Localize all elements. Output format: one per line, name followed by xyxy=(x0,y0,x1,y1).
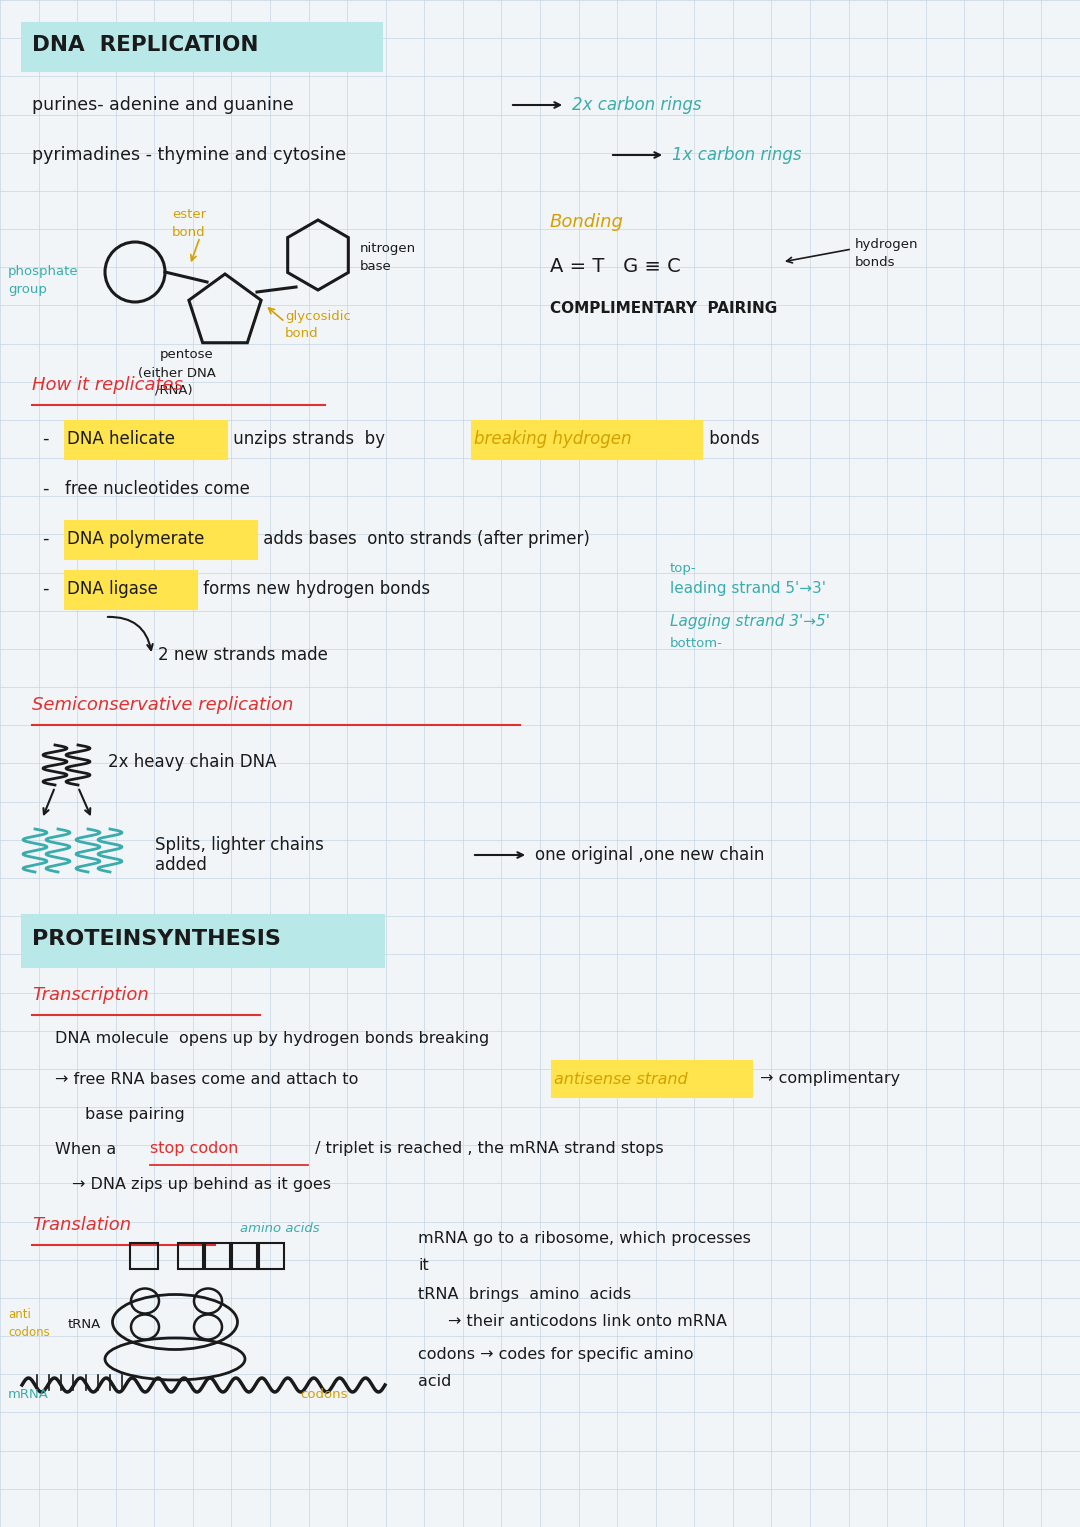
Text: A = T   G ≡ C: A = T G ≡ C xyxy=(550,258,680,276)
Text: DNA polymerate: DNA polymerate xyxy=(67,530,204,548)
Bar xyxy=(178,1243,203,1269)
Bar xyxy=(65,571,197,609)
Text: → their anticodons link onto mRNA: → their anticodons link onto mRNA xyxy=(448,1315,727,1330)
Text: codons: codons xyxy=(8,1325,50,1339)
Text: added: added xyxy=(156,857,207,873)
Text: /RNA): /RNA) xyxy=(156,383,192,397)
Text: one original ,one new chain: one original ,one new chain xyxy=(535,846,765,864)
Text: bottom-: bottom- xyxy=(670,637,723,651)
Text: bonds: bonds xyxy=(704,431,759,447)
Text: bond: bond xyxy=(285,327,319,341)
Text: forms new hydrogen bonds: forms new hydrogen bonds xyxy=(198,580,430,599)
Text: mRNA: mRNA xyxy=(8,1388,49,1402)
Text: -: - xyxy=(42,431,49,447)
Text: phosphate: phosphate xyxy=(8,266,79,278)
Text: base pairing: base pairing xyxy=(85,1107,185,1122)
Text: purines- adenine and guanine: purines- adenine and guanine xyxy=(32,96,294,115)
Bar xyxy=(130,1243,158,1269)
Text: glycosidic: glycosidic xyxy=(285,310,351,324)
Text: → free RNA bases come and attach to: → free RNA bases come and attach to xyxy=(55,1072,364,1087)
Text: 2x carbon rings: 2x carbon rings xyxy=(572,96,702,115)
Text: / triplet is reached , the mRNA strand stops: / triplet is reached , the mRNA strand s… xyxy=(310,1142,663,1156)
Text: nitrogen: nitrogen xyxy=(360,243,416,255)
Text: DNA helicate: DNA helicate xyxy=(67,431,175,447)
Text: -: - xyxy=(42,479,49,498)
Text: 2 new strands made: 2 new strands made xyxy=(158,646,328,664)
Bar xyxy=(232,1243,257,1269)
Text: unzips strands  by: unzips strands by xyxy=(228,431,390,447)
Text: group: group xyxy=(8,284,46,296)
Text: Lagging strand 3'→5': Lagging strand 3'→5' xyxy=(670,614,831,629)
Bar xyxy=(259,1243,284,1269)
Text: Bonding: Bonding xyxy=(550,212,624,231)
Text: DNA ligase: DNA ligase xyxy=(67,580,158,599)
Text: -: - xyxy=(42,530,49,548)
Text: Splits, lighter chains: Splits, lighter chains xyxy=(156,835,324,854)
Text: Semiconservative replication: Semiconservative replication xyxy=(32,696,294,715)
Bar xyxy=(205,1243,230,1269)
Text: PROTEINSYNTHESIS: PROTEINSYNTHESIS xyxy=(32,928,281,948)
Text: pyrimadines - thymine and cytosine: pyrimadines - thymine and cytosine xyxy=(32,147,347,163)
Text: it: it xyxy=(418,1258,429,1272)
Text: codons → codes for specific amino: codons → codes for specific amino xyxy=(418,1347,693,1362)
Text: tRNA: tRNA xyxy=(68,1318,102,1332)
Text: mRNA go to a ribosome, which processes: mRNA go to a ribosome, which processes xyxy=(418,1231,751,1246)
Text: free nucleotides come: free nucleotides come xyxy=(65,479,249,498)
Text: ester: ester xyxy=(172,209,206,221)
Text: stop codon: stop codon xyxy=(150,1142,239,1156)
Text: (either DNA: (either DNA xyxy=(138,366,216,380)
Text: antisense strand: antisense strand xyxy=(554,1072,688,1087)
Text: leading strand 5'→3': leading strand 5'→3' xyxy=(670,582,826,597)
Text: How it replicates: How it replicates xyxy=(32,376,183,394)
Text: → complimentary: → complimentary xyxy=(755,1072,900,1087)
Text: → DNA zips up behind as it goes: → DNA zips up behind as it goes xyxy=(72,1177,330,1193)
Text: breaking hydrogen: breaking hydrogen xyxy=(474,431,632,447)
Bar xyxy=(552,1061,752,1096)
Text: top-: top- xyxy=(670,562,697,576)
Text: codons: codons xyxy=(300,1388,348,1402)
Text: amino acids: amino acids xyxy=(240,1223,320,1235)
Text: DNA molecule  opens up by hydrogen bonds breaking: DNA molecule opens up by hydrogen bonds … xyxy=(55,1032,489,1046)
Text: acid: acid xyxy=(418,1374,451,1390)
Text: bonds: bonds xyxy=(855,257,895,269)
Bar xyxy=(65,521,257,559)
Text: COMPLIMENTARY  PAIRING: COMPLIMENTARY PAIRING xyxy=(550,301,778,316)
Text: pentose: pentose xyxy=(160,348,214,362)
Text: tRNA  brings  amino  acids: tRNA brings amino acids xyxy=(418,1287,631,1303)
Text: adds bases  onto strands (after primer): adds bases onto strands (after primer) xyxy=(258,530,590,548)
Text: 1x carbon rings: 1x carbon rings xyxy=(672,147,801,163)
Text: When a: When a xyxy=(55,1142,121,1156)
Text: Translation: Translation xyxy=(32,1215,131,1234)
Bar xyxy=(22,23,382,70)
Text: -: - xyxy=(42,580,49,599)
Text: Transcription: Transcription xyxy=(32,986,149,1003)
Text: anti: anti xyxy=(8,1309,31,1321)
Text: 2x heavy chain DNA: 2x heavy chain DNA xyxy=(108,753,276,771)
Bar xyxy=(22,915,384,967)
Bar xyxy=(65,421,227,460)
Text: base: base xyxy=(360,261,392,273)
Bar xyxy=(472,421,702,460)
Text: bond: bond xyxy=(172,226,205,240)
Text: DNA  REPLICATION: DNA REPLICATION xyxy=(32,35,258,55)
Text: hydrogen: hydrogen xyxy=(855,238,918,252)
